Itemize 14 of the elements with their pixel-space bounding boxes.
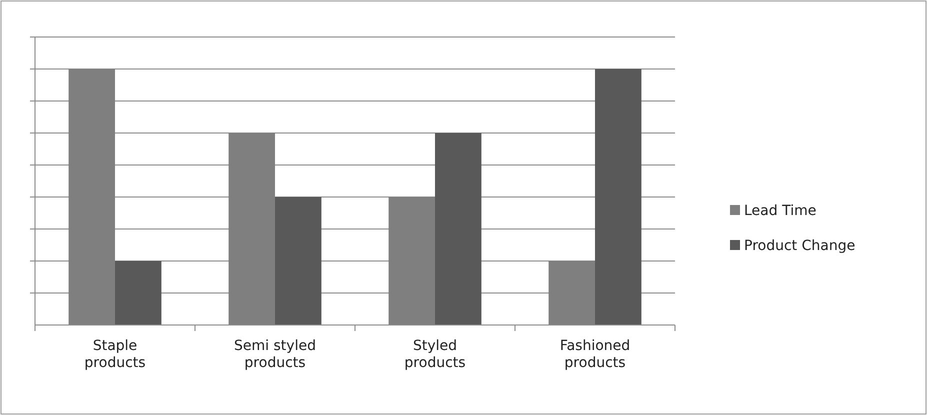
bar [435, 133, 482, 325]
bar [548, 261, 595, 325]
bar [388, 197, 435, 325]
x-tick-label: Staple products [84, 338, 146, 371]
bar [228, 133, 275, 325]
bar [115, 261, 162, 325]
bar [275, 197, 322, 325]
legend-label: Product Change [744, 238, 856, 254]
bar [595, 69, 642, 325]
x-tick-label: Semi styled products [234, 338, 316, 371]
x-tick-label: Styled products [404, 338, 466, 371]
x-tick-label: Fashioned products [560, 338, 630, 371]
bar [68, 69, 115, 325]
legend-label: Lead Time [744, 203, 816, 219]
